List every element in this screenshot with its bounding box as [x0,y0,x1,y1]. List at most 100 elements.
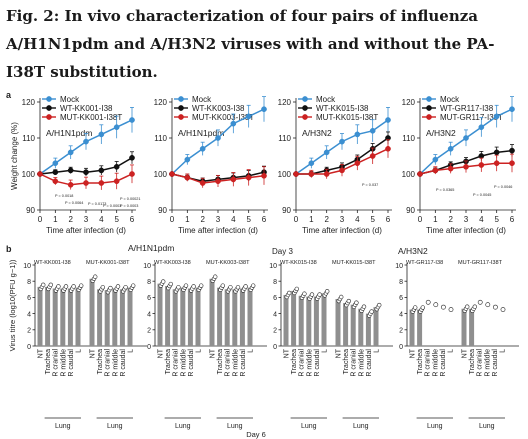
data-point [385,117,391,123]
data-point [113,124,120,131]
category-label: R caudal [240,349,247,377]
y-tick-label: 90 [26,206,35,215]
x-tick-label: 4 [231,215,236,224]
y-tick-label: 100 [278,170,292,179]
group-label: WT-KK001-I38 [34,260,71,266]
legend-label: WT-KK001-I38 [60,104,113,113]
y-tick-label: 8 [273,279,277,286]
category-label: NT [210,348,217,358]
category-label: L [128,349,135,353]
replicate-dot [228,285,233,290]
category-label: NT [462,348,469,358]
bar [365,313,371,346]
category-label: R middle [60,349,67,377]
category-label: L [248,349,255,353]
category-label: L [374,349,381,353]
x-tick-label: 1 [309,215,314,224]
data-point [83,169,89,176]
lung-label: Lung [107,423,123,430]
data-point [432,167,439,174]
y-tick-label: 10 [143,263,151,270]
bar [112,288,118,346]
category-label: NT [284,348,291,358]
legend-label: Mock [440,95,460,104]
y-tick-label: 4 [273,311,277,318]
bar [306,296,312,346]
lung-label: Lung [427,423,443,430]
replicate-dot [339,294,344,300]
data-point [98,131,105,138]
data-point [447,165,454,172]
lung-label: Lung [479,423,495,430]
panel-subtitle: A/H1N1pdm [178,128,224,138]
panel-subtitle: A/H1N1pdm [128,243,174,253]
data-point [199,145,206,152]
bar [469,308,475,346]
y-tick-label: 110 [22,134,35,143]
p-value-annotation: P = 0.0064 [65,201,83,205]
data-point [98,167,105,174]
bar [67,288,73,346]
bar [157,283,163,346]
y-tick-label: 4 [27,311,31,318]
category-label: NT [90,348,97,358]
replicate-dot [317,292,322,297]
category-label: R middle [358,349,365,377]
legend-label: Mock [316,95,336,104]
category-label: NT [158,348,165,358]
x-tick-label: 5 [246,215,251,224]
bar [119,289,125,346]
bar [313,296,319,346]
legend-swatch-marker [46,114,52,120]
x-tick-label: 3 [84,215,89,224]
x-tick-label: 5 [494,215,499,224]
x-tick-label: 6 [386,215,391,224]
data-point [113,163,120,170]
category-label: R middle [180,349,187,377]
x-tick-label: 4 [355,215,360,224]
lung-label: Lung [353,423,369,430]
replicate-dot [243,284,248,289]
data-point [293,171,299,177]
category-label: L [500,349,507,353]
replicate-dot [100,285,106,290]
category-label: R cranial [173,349,180,377]
p-value-annotation: P = 0.0045 [473,193,491,197]
data-point [447,145,454,152]
data-point [261,172,267,179]
y-tick-label: 90 [282,206,291,215]
x-tick-label: 1 [433,215,438,224]
data-point [199,180,206,186]
p-value-annotation: P = 0.0018 [55,194,73,198]
legend-label: WT-GR117-I38 [440,104,494,113]
replicate-dot [472,304,477,309]
bar [172,289,178,346]
bar [335,299,341,346]
data-point [261,106,267,113]
p-value-annotation: P = 0.0046 [494,185,512,189]
replicate-dot [440,304,446,310]
data-point [509,147,515,154]
panel-subtitle: A/H3N2 [398,246,428,256]
replicate-dot [71,284,76,289]
category-label: R caudal [366,349,373,377]
category-label: R cranial [299,349,306,377]
data-point [52,169,59,176]
replicate-dot [325,289,330,294]
category-label: NT [38,348,45,358]
legend-swatch-marker [426,114,432,120]
data-point [354,131,361,138]
bar [195,287,201,346]
category-label: R cranial [425,349,432,377]
bar [209,278,215,346]
bar [409,309,415,346]
data-point [67,181,74,188]
category-label: R middle [112,349,119,377]
category-label: R cranial [225,349,232,377]
replicate-dot [492,304,498,310]
replicate-dot [40,282,46,288]
x-tick-label: 6 [262,215,267,224]
legend-label: MUT-GR117-I38T [440,113,503,122]
x-tick-label: 5 [114,215,119,224]
replicate-dot [220,283,226,288]
